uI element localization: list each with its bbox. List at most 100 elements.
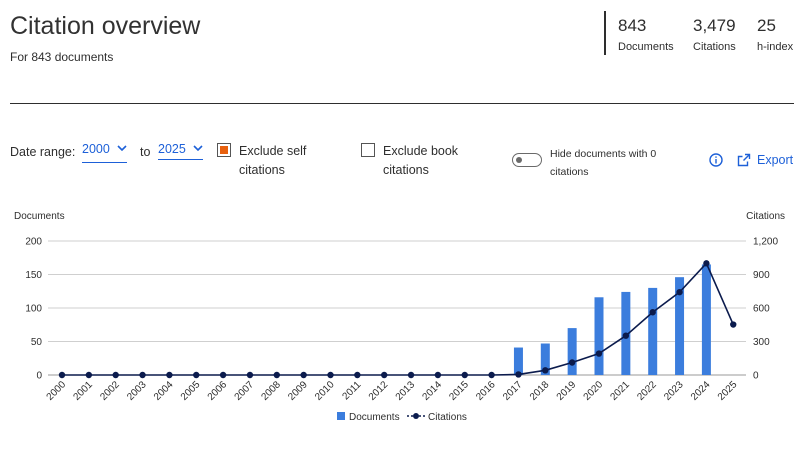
x-tick-label: 2003 <box>125 379 149 403</box>
point-citations <box>730 321 737 328</box>
point-citations <box>273 371 280 379</box>
page-subtitle: For 843 documents <box>10 50 114 64</box>
citation-chart: Documents Citations 200 150 100 50 0 1,200 900… <box>14 211 785 423</box>
bar-documents <box>675 277 685 375</box>
left-tick-label: 100 <box>25 304 42 315</box>
point-citations <box>85 371 93 379</box>
chart-legend: Documents Citations <box>337 412 467 423</box>
point-citations <box>461 371 468 379</box>
metrics-divider <box>604 11 606 55</box>
x-tick-label: 2017 <box>501 379 525 403</box>
exclude-book-label-line2: citations <box>383 163 429 177</box>
point-citations <box>246 371 254 379</box>
right-tick-label: 300 <box>753 337 770 348</box>
info-icon[interactable] <box>709 153 723 167</box>
export-icon <box>737 153 751 167</box>
point-citations <box>300 371 307 379</box>
x-tick-label: 2011 <box>340 379 363 402</box>
bar-documents <box>540 343 550 375</box>
legend-documents-swatch <box>337 412 345 420</box>
x-tick-label: 2010 <box>313 379 337 403</box>
x-tick-label: 2019 <box>555 379 579 403</box>
right-tick-label: 1,200 <box>753 237 778 248</box>
hide-zero-label: Hide documents with 0 citations <box>550 145 656 181</box>
point-citations <box>703 260 710 267</box>
exclude-self-label-line1: Exclude self <box>239 144 307 158</box>
point-citations <box>515 371 522 378</box>
metric-h-index-value: 25 <box>757 16 776 35</box>
point-citations <box>139 371 146 379</box>
point-citations <box>488 371 495 379</box>
point-citations <box>166 371 173 379</box>
exclude-self-checkbox[interactable] <box>217 143 231 157</box>
x-tick-label: 2023 <box>662 379 686 403</box>
x-tick-label: 2025 <box>716 379 740 403</box>
x-tick-label: 2014 <box>421 379 445 403</box>
x-tick-label: 2015 <box>447 379 471 403</box>
point-citations <box>381 371 388 379</box>
point-citations <box>193 371 200 379</box>
export-label: Export <box>757 153 794 167</box>
x-tick-label: 2004 <box>152 379 176 403</box>
exclude-self-label: Exclude self citations <box>239 142 306 180</box>
x-tick-label: 2013 <box>394 379 418 403</box>
to-label: to <box>140 145 151 159</box>
exclude-book-label: Exclude book citations <box>383 142 458 180</box>
bar-documents <box>567 328 577 375</box>
point-citations <box>595 350 603 357</box>
x-tick-label: 2018 <box>528 379 552 403</box>
hide-zero-label-line1: Hide documents with 0 <box>550 148 657 160</box>
x-tick-label: 2007 <box>233 379 257 403</box>
x-tick-label: 2008 <box>259 379 283 403</box>
from-year-select[interactable]: 2000 <box>82 142 127 163</box>
x-tick-label: 2000 <box>45 379 69 403</box>
point-citations <box>676 288 683 296</box>
point-citations <box>542 367 549 374</box>
point-citations <box>219 371 227 379</box>
date-range-label: Date range: <box>10 145 76 159</box>
legend-documents-label: Documents <box>349 412 400 423</box>
point-citations <box>434 371 442 379</box>
point-citations <box>354 371 361 379</box>
hide-zero-label-line2: citations <box>550 166 589 178</box>
exclude-book-checkbox[interactable] <box>361 143 375 157</box>
x-tick-label: 2022 <box>635 379 659 403</box>
metric-citations: 3,479 Citations <box>693 16 736 53</box>
point-citations <box>327 371 334 379</box>
exclude-book-label-line1: Exclude book <box>383 144 459 158</box>
legend-citations-marker <box>413 413 419 419</box>
metric-citations-value: 3,479 <box>693 16 736 35</box>
right-tick-label: 0 <box>753 371 759 382</box>
metric-h-index-label: h-index <box>757 41 794 53</box>
to-year-select[interactable]: 2025 <box>158 142 203 160</box>
point-citations <box>407 371 415 379</box>
x-tick-label: 2020 <box>582 379 606 403</box>
metric-h-index: 25 h-index <box>757 16 793 53</box>
bar-documents <box>513 347 523 375</box>
export-button[interactable]: Export <box>737 153 793 167</box>
point-citations <box>649 309 656 316</box>
hide-zero-toggle[interactable] <box>512 153 542 167</box>
metric-documents: 843 Documents <box>618 16 674 53</box>
toggle-knob <box>516 157 522 163</box>
right-tick-label: 900 <box>753 270 770 281</box>
left-tick-label: 200 <box>25 237 42 248</box>
to-year-value: 2025 <box>158 142 186 156</box>
bar-documents <box>648 287 658 375</box>
left-tick-label: 150 <box>25 270 42 281</box>
header-divider <box>10 103 794 104</box>
chevron-down-icon <box>193 145 203 151</box>
chevron-down-icon <box>117 145 127 151</box>
point-citations <box>112 371 119 379</box>
x-tick-label: 2002 <box>98 379 122 403</box>
metric-documents-label: Documents <box>618 41 674 53</box>
point-citations <box>622 332 630 339</box>
x-tick-label: 2009 <box>286 379 310 403</box>
x-tick-label: 2012 <box>367 379 391 403</box>
exclude-self-label-line2: citations <box>239 163 285 177</box>
point-citations <box>58 371 66 379</box>
metric-citations-label: Citations <box>693 41 736 53</box>
line-citations <box>62 261 734 376</box>
point-citations <box>568 359 576 366</box>
legend-citations-label: Citations <box>428 412 467 423</box>
